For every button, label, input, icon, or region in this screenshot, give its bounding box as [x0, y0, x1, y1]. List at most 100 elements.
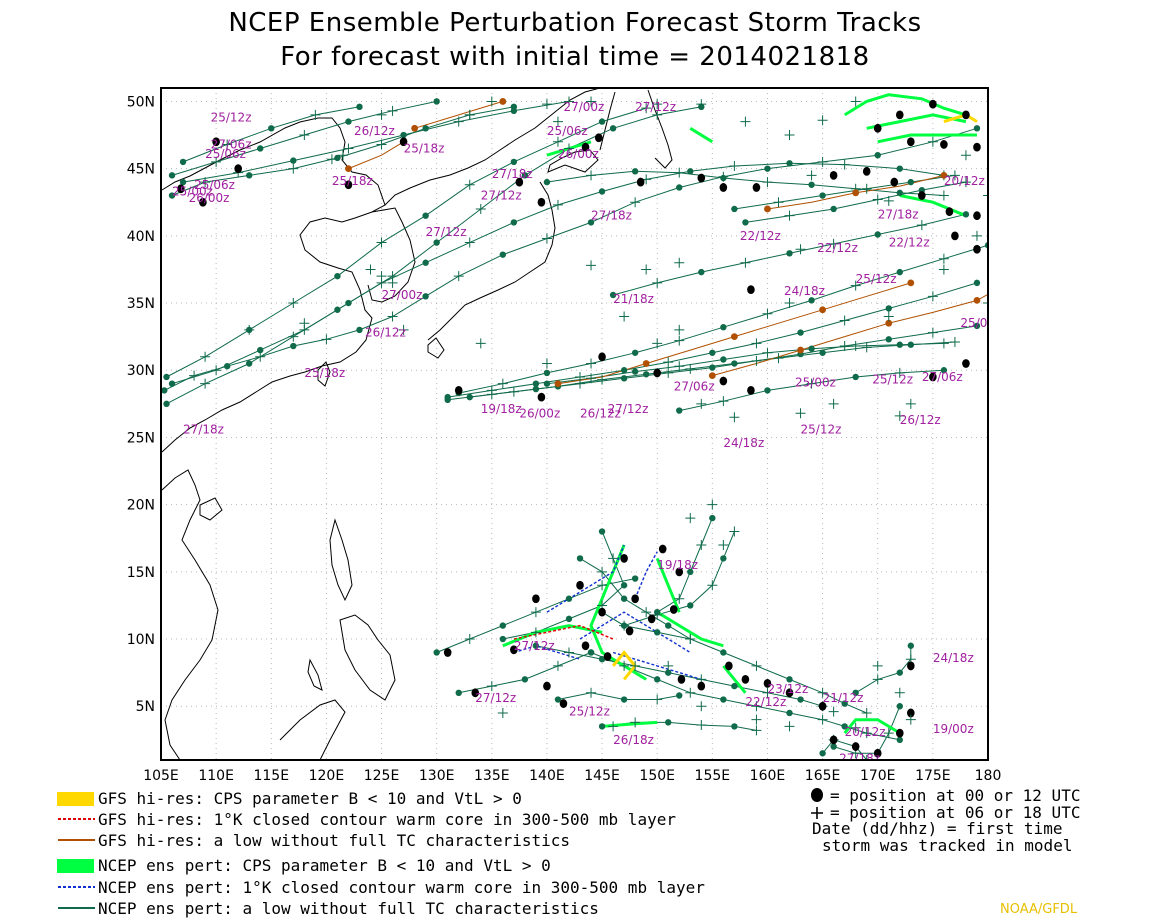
storm-position-cross [674, 324, 685, 335]
ens-position-00-12 [720, 555, 727, 562]
date-label: 25/12z [569, 705, 610, 719]
axis-labels: 50N 45N 40N 35N 30N 25N 20N 15N 10N 5N 105E 110E 115… [127, 94, 1002, 784]
ens-position-00-12 [433, 649, 440, 656]
date-label: 25/12z [211, 111, 252, 125]
ens-position-00-12 [499, 622, 507, 629]
gfs-position [642, 360, 650, 367]
storm-position-cross [398, 324, 409, 335]
ens-position-00-12 [962, 211, 970, 218]
ens-track-line [166, 162, 944, 405]
coastline-china-korea [161, 117, 386, 453]
ens-position-06-18 [630, 197, 641, 208]
storm-position-cross [376, 271, 387, 282]
ens-track-line [458, 652, 592, 694]
storm-position-black-dot [537, 197, 546, 207]
coastline-hainan [199, 497, 223, 521]
ens-position-00-12 [687, 602, 694, 609]
lon-tick-label: 165E [805, 768, 841, 784]
ens-position-00-12 [698, 268, 705, 276]
date-label: 27/00z [382, 288, 423, 302]
date-label: 20/12z [944, 174, 985, 188]
ens-position-00-12 [720, 324, 727, 331]
ens-position-00-12 [654, 676, 661, 683]
ens-position-06-18 [663, 357, 674, 368]
ens-position-06-18 [497, 378, 508, 389]
gfs-position [499, 98, 507, 105]
ens-position-06-18 [387, 311, 398, 322]
ens-position-06-18 [343, 143, 354, 154]
ens-position-00-12 [852, 689, 859, 696]
coastline-japan-honshu [427, 181, 556, 341]
ens-position-06-18 [464, 237, 475, 248]
ens-position-00-12 [665, 719, 672, 726]
storm-position-cross [685, 513, 696, 524]
ens-position-06-18 [729, 160, 740, 171]
storm-position-cross [994, 177, 1004, 187]
storm-position-black-dot [669, 605, 678, 614]
ens-position-06-18 [563, 647, 574, 658]
lon-tick-label: 135E [474, 768, 510, 784]
legend-ens-low-swatch [58, 907, 95, 909]
ens-position-00-12 [830, 205, 837, 213]
storm-position-cross [641, 264, 652, 275]
ens-position-06-18 [751, 338, 762, 349]
storm-position-cross [850, 722, 861, 733]
legend-position-00-12: = position at 00 or 12 UTC [830, 786, 1081, 805]
ens-position-06-18 [938, 190, 949, 201]
ens-position-00-12 [521, 172, 529, 179]
ens-position-06-18 [938, 338, 949, 349]
storm-position-cross [751, 714, 762, 725]
ens-position-06-18 [508, 386, 519, 397]
ens-position-00-12 [334, 272, 341, 280]
ens-position-06-18 [586, 373, 597, 384]
ens-position-06-18 [597, 374, 608, 385]
ens-position-00-12 [676, 407, 683, 414]
ens-position-00-12 [665, 669, 672, 676]
ens-position-00-12 [246, 360, 253, 367]
storm-position-black-dot [697, 173, 706, 183]
storm-position-black-dot [620, 554, 628, 563]
date-label: 27/06z [211, 137, 252, 151]
date-label: 26/12z [365, 326, 406, 340]
storm-positions [161, 96, 1004, 760]
coastline-philippines-luzon [329, 518, 353, 602]
ens-position-06-18 [563, 96, 574, 107]
lon-tick-label: 160E [750, 768, 786, 784]
ens-position-06-18 [464, 179, 475, 190]
ens-position-00-12 [510, 158, 518, 166]
date-label: 27/18z [878, 207, 919, 221]
ens-position-06-18 [597, 580, 608, 591]
coastline-palawan [307, 658, 323, 691]
storm-position-cross [894, 687, 905, 698]
ens-track-line [546, 342, 944, 385]
ens-position-00-12 [532, 380, 540, 387]
date-label: 22/12z [745, 695, 786, 709]
ens-position-06-18 [872, 194, 883, 205]
storm-position-cross [960, 150, 971, 161]
ens-position-06-18 [619, 660, 630, 671]
ens-position-06-18 [861, 707, 872, 718]
storm-position-black-dot [344, 180, 353, 190]
storm-position-black-dot [763, 678, 772, 688]
date-label: 27/06z [674, 379, 715, 393]
ens-track-line [557, 692, 680, 700]
ens-position-00-12 [444, 396, 451, 404]
storm-position-cross [806, 170, 817, 181]
ens-position-00-12 [598, 118, 606, 125]
storm-position-black-dot [399, 137, 408, 147]
date-label: 25/12z [801, 422, 842, 436]
date-label: 21/18z [613, 292, 654, 306]
ens-position-06-18 [960, 177, 971, 188]
storm-position-cross [652, 99, 663, 110]
date-label: 25/06z [194, 178, 235, 192]
ens-position-06-18 [630, 660, 641, 671]
ens-position-06-18 [861, 342, 872, 353]
gfs-position [708, 372, 716, 380]
ens-position-00-12 [455, 689, 462, 696]
storm-position-cross [541, 358, 552, 369]
storm-position-cross [586, 260, 597, 271]
storm-position-black-dot [537, 392, 546, 402]
legend-date-line1: Date (dd/hhz) = first time [812, 819, 1063, 838]
ens-position-06-18 [850, 341, 861, 352]
